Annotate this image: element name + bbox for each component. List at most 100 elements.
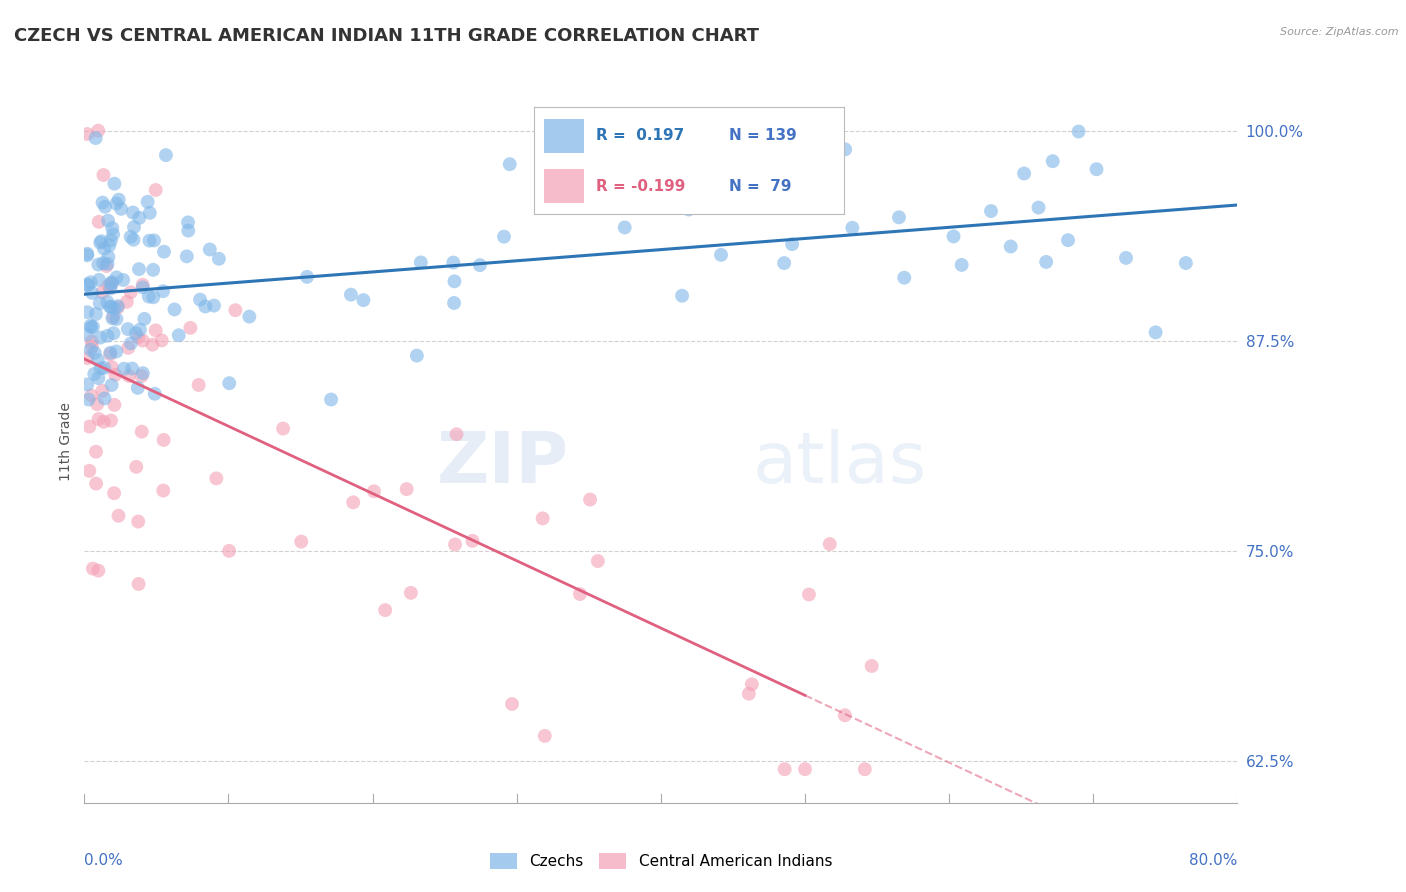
Point (142, 263, 165, 277)
Point (91, 384, 114, 398)
Point (103, 486, 125, 500)
Point (134, 311, 156, 326)
Point (100, 345, 122, 359)
Point (1042, 154, 1064, 169)
Point (112, 273, 135, 287)
Point (100, 277, 122, 291)
Point (96, 328, 118, 343)
Point (107, 301, 129, 315)
Point (1000, 239, 1022, 253)
Text: 80.0%: 80.0% (1189, 854, 1237, 868)
Point (101, 221, 124, 235)
Point (738, 687, 761, 701)
Point (107, 508, 129, 523)
Text: N =  79: N = 79 (730, 178, 792, 194)
Point (131, 425, 153, 439)
Point (678, 202, 700, 217)
Point (980, 204, 1002, 219)
Point (79, 464, 101, 478)
Point (87, 353, 110, 368)
Point (128, 577, 150, 591)
Point (127, 330, 149, 344)
Point (202, 299, 225, 313)
Point (741, 677, 763, 691)
Point (443, 296, 465, 310)
Point (145, 183, 167, 197)
Point (271, 421, 294, 435)
Point (84, 444, 107, 458)
Point (122, 233, 145, 247)
Point (82, 285, 104, 300)
Point (98, 300, 121, 314)
Point (139, 206, 162, 220)
Point (568, 587, 591, 601)
Point (93, 168, 115, 182)
Point (120, 285, 142, 300)
Point (218, 376, 240, 391)
Point (93, 415, 115, 429)
Point (352, 293, 374, 307)
Point (100, 378, 122, 392)
Point (841, 220, 863, 235)
Point (122, 220, 145, 235)
Point (115, 294, 138, 309)
Point (163, 302, 186, 317)
Text: R = -0.199: R = -0.199 (596, 178, 686, 194)
Point (794, 762, 817, 776)
Point (131, 277, 153, 292)
Point (780, 237, 803, 252)
Point (224, 303, 246, 318)
Point (834, 708, 856, 723)
Point (101, 275, 124, 289)
Point (125, 459, 148, 474)
Point (121, 361, 143, 376)
Point (76, 127, 98, 141)
Point (138, 234, 160, 248)
Text: R =  0.197: R = 0.197 (596, 128, 685, 144)
Point (87, 124, 110, 138)
Point (153, 244, 176, 259)
Point (1057, 233, 1080, 247)
Point (374, 603, 396, 617)
Point (93, 242, 115, 256)
Point (710, 248, 733, 262)
Point (120, 336, 142, 351)
Point (671, 289, 693, 303)
Point (128, 211, 150, 225)
Point (80, 334, 103, 349)
Point (82, 561, 104, 575)
Point (100, 233, 122, 247)
Point (533, 729, 555, 743)
Y-axis label: 11th Grade: 11th Grade (59, 402, 73, 481)
Point (76, 277, 98, 292)
Point (83, 367, 105, 381)
Point (118, 368, 141, 383)
Point (1012, 166, 1035, 180)
Point (131, 369, 153, 384)
Point (152, 433, 174, 447)
Point (97, 278, 120, 293)
Point (950, 258, 973, 272)
Point (84, 131, 107, 145)
Point (499, 157, 522, 171)
Point (103, 326, 125, 341)
Point (89, 330, 111, 344)
Point (319, 392, 342, 407)
Point (363, 484, 385, 499)
Point (96, 259, 118, 273)
Point (177, 215, 200, 229)
Point (409, 255, 432, 269)
Point (100, 300, 122, 314)
Point (93, 392, 115, 406)
Point (104, 368, 127, 382)
Point (138, 289, 160, 303)
Point (80, 320, 103, 334)
Point (1067, 124, 1090, 138)
Point (96, 295, 118, 310)
Point (188, 293, 211, 307)
Point (97, 250, 120, 264)
Point (127, 381, 149, 395)
Point (77, 392, 100, 407)
Point (893, 270, 915, 285)
Point (97, 213, 120, 227)
